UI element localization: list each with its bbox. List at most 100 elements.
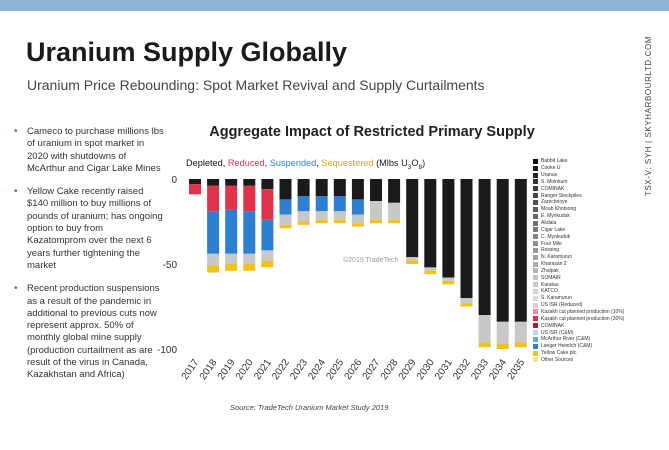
legend-label: Babbit Lake: [541, 158, 568, 165]
legend-item: Rossing: [533, 247, 665, 254]
bar-segment-depleted-2020: [243, 179, 256, 186]
legend-item: Other Sources: [533, 356, 665, 363]
bar-segment-reduced-2021: [261, 189, 274, 220]
bar-segment-suspended-2018: [207, 211, 220, 254]
bar-segment-sequestered-2024: [315, 219, 328, 224]
category-depleted: Depleted: [186, 158, 223, 168]
bar-segment-depleted-2026: [351, 179, 364, 200]
category-suspended: Suspended: [269, 158, 317, 168]
bar-segment-other-2024: [315, 211, 328, 220]
legend-label: McArthur River (C&M): [541, 336, 591, 343]
bullet-item: Cameco to purchase millions lbs of urani…: [14, 126, 164, 175]
category-sequestered: Sequestered: [321, 158, 374, 168]
legend-item: Langer Heinrich (C&M): [533, 343, 665, 350]
legend-swatch: [533, 295, 538, 301]
bullet-list: Cameco to purchase millions lbs of urani…: [14, 126, 164, 393]
bar-segment-other-2035: [514, 321, 527, 343]
bar-segment-reduced-2017: [189, 184, 201, 195]
bar-segment-other-2025: [333, 211, 346, 220]
bar-segment-sequestered-2023: [297, 221, 310, 225]
legend-label: Ranger Stockpiles: [541, 192, 582, 199]
bar-segment-other-2026: [351, 214, 364, 224]
bar-segment-sequestered-2020: [243, 264, 256, 271]
bar-segment-sequestered-2018: [207, 265, 220, 273]
bar-segment-sequestered-2025: [333, 219, 346, 224]
legend-swatch: [533, 193, 538, 199]
legend-item: S. Karamurun: [533, 295, 665, 302]
bar-segment-depleted-2028: [388, 179, 401, 203]
bar-segment-sequestered-2021: [261, 260, 274, 268]
legend-item: Zhalpak: [533, 268, 665, 275]
legend-label: Kazakh cut planned production (10%): [541, 308, 625, 315]
bar-segment-sequestered-2019: [225, 264, 238, 271]
legend-item: Karatau: [533, 281, 665, 288]
legend-item: Cigar Lake: [533, 226, 665, 233]
bar-segment-depleted-2024: [315, 179, 328, 196]
legend-swatch: [533, 227, 538, 233]
legend-item: SOMAIR: [533, 274, 665, 281]
legend-swatch: [533, 234, 538, 240]
bar-segment-depleted-2017: [189, 179, 201, 185]
category-key: Depleted, Reduced, Suspended, Sequestere…: [186, 158, 426, 171]
legend-label: Kazakh cut planned production (20%): [541, 315, 625, 322]
x-tick-label: 2021: [252, 357, 274, 382]
bar-segment-other-2022: [279, 214, 292, 225]
legend-label: COMINAK: [541, 185, 565, 192]
legend-label: Four Mile: [541, 240, 562, 247]
bar-segment-reduced-2020: [243, 185, 256, 212]
bar-segment-suspended-2025: [333, 196, 346, 212]
legend-swatch: [533, 172, 538, 178]
bar-segment-sequestered-2022: [279, 224, 292, 229]
legend-item: Kazakh cut planned production (20%): [533, 315, 665, 322]
x-tick-label: 2033: [469, 357, 491, 382]
x-tick-label: 2027: [361, 357, 383, 382]
bar-segment-depleted-2022: [279, 179, 292, 200]
legend-item: US ISR (C&M): [533, 329, 665, 336]
bar-segment-sequestered-2031: [442, 281, 455, 285]
legend-swatch: [533, 179, 538, 185]
legend-swatch: [533, 302, 538, 308]
legend-item: Ranger Stockpiles: [533, 192, 665, 199]
legend-item: Yellow Cake plc.: [533, 350, 665, 357]
x-tick-label: 2026: [343, 357, 365, 382]
legend-item: C. Mynkuduk: [533, 233, 665, 240]
legend-item: Kharasan 2: [533, 261, 665, 268]
bar-segment-other-2030: [424, 267, 437, 271]
x-tick-label: 2017: [180, 357, 202, 382]
bar-segment-sequestered-2034: [496, 343, 509, 349]
bar-segment-other-2018: [207, 253, 220, 266]
legend-swatch: [533, 220, 538, 226]
legend-swatch: [533, 316, 538, 322]
legend-swatch: [533, 275, 538, 281]
legend-swatch: [533, 336, 538, 342]
x-tick-label: 2025: [324, 357, 346, 382]
legend-swatch: [533, 350, 538, 356]
chart-legend: Babbit Lake Cooke U Uranus S. Moinkum COMINA…: [533, 158, 665, 363]
legend-swatch: [533, 282, 538, 288]
bar-segment-depleted-2029: [406, 179, 419, 258]
bar-segment-sequestered-2029: [406, 260, 419, 264]
legend-swatch: [533, 330, 538, 336]
legend-item: Moab Khotsong: [533, 206, 665, 213]
legend-swatch: [533, 165, 538, 171]
legend-item: Four Mile: [533, 240, 665, 247]
legend-label: C. Mynkuduk: [541, 233, 571, 240]
legend-swatch: [533, 213, 538, 219]
legend-label: Zhalpak: [541, 267, 559, 274]
bar-segment-sequestered-2035: [514, 342, 527, 348]
bar-segment-other-2032: [460, 298, 473, 304]
legend-label: Yellow Cake plc.: [541, 350, 578, 357]
x-tick-label: 2024: [306, 357, 328, 382]
legend-swatch: [533, 261, 538, 267]
bar-segment-suspended-2023: [297, 196, 310, 212]
bar-segment-depleted-2035: [514, 179, 527, 322]
bar-segment-other-2034: [496, 321, 509, 344]
chart-watermark: ©2019 TradeTech: [343, 256, 398, 264]
legend-swatch: [533, 254, 538, 260]
bar-segment-sequestered-2028: [388, 219, 401, 224]
bar-segment-depleted-2027: [370, 179, 382, 202]
legend-label: Other Sources: [541, 356, 574, 363]
legend-swatch: [533, 158, 538, 164]
bar-segment-other-2029: [406, 257, 419, 261]
x-tick-label: 2029: [397, 357, 419, 382]
